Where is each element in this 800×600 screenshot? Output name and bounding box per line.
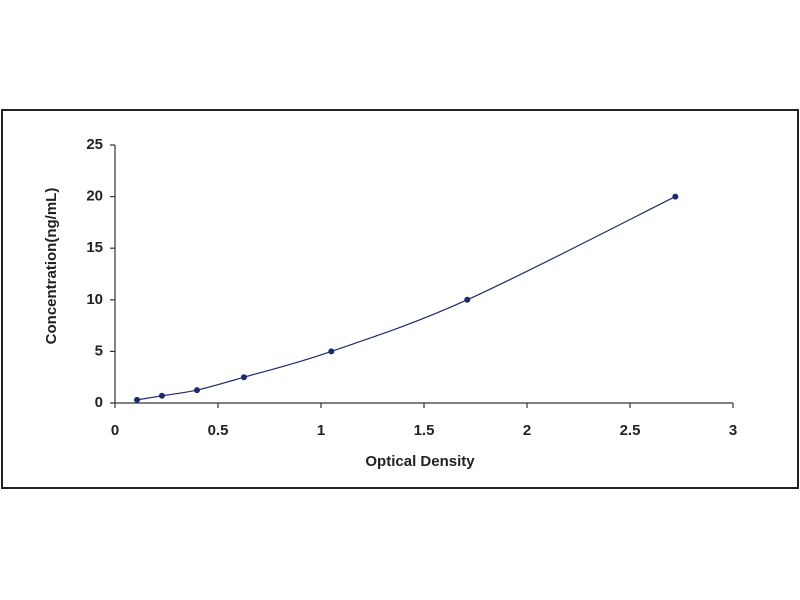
data-point [134,396,141,403]
y-tick-label: 15 [86,239,103,256]
x-tick-label: 1.5 [414,422,435,439]
y-tick-label: 25 [86,136,103,153]
x-tick-label: 0.5 [208,422,229,439]
data-point [672,193,679,200]
data-point [328,348,335,355]
data-point [158,392,165,399]
y-axis-label: Concentration(ng/mL) [43,188,60,345]
x-tick-label: 2.5 [620,422,641,439]
y-tick-label: 10 [86,291,103,308]
x-tick-label: 2 [523,422,531,439]
data-point [240,374,247,381]
x-tick-label: 0 [111,422,119,439]
data-point [464,296,471,303]
x-tick-label: 1 [317,422,325,439]
y-tick-label: 0 [95,394,103,411]
x-axis-label: Optical Density [365,453,475,470]
data-point [193,387,200,394]
chart-frame [1,109,799,489]
x-tick-label: 3 [729,422,737,439]
fit-curve [136,196,676,401]
y-tick-label: 5 [95,342,103,359]
y-tick-label: 20 [86,188,103,205]
